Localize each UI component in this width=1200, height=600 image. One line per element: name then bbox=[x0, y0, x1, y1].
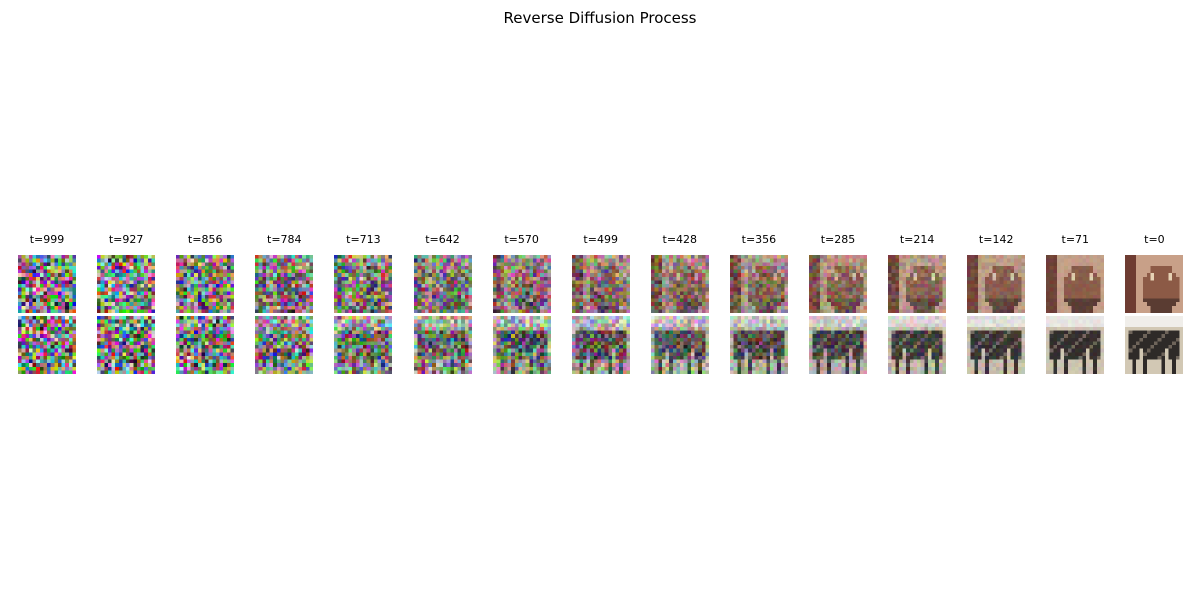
sample-2-step-3-image bbox=[176, 316, 235, 374]
timestep-label: t=784 bbox=[267, 233, 302, 246]
timestep-label: t=999 bbox=[29, 233, 65, 246]
sample-1-step-4-image bbox=[255, 255, 314, 313]
sample-2-step-13-image bbox=[967, 316, 1026, 374]
timestep-label: t=0 bbox=[1144, 233, 1165, 246]
sample-1-step-15-image bbox=[1125, 255, 1184, 313]
timestep-label: t=428 bbox=[662, 233, 698, 246]
timestep-column: t=570 bbox=[492, 233, 551, 374]
sample-1-step-9-image bbox=[650, 255, 709, 313]
sample-1-step-1-image bbox=[18, 255, 76, 313]
sample-2-step-9-image bbox=[650, 316, 709, 374]
sample-2-step-12-image bbox=[888, 316, 947, 374]
timestep-column: t=428 bbox=[650, 233, 709, 374]
timestep-column: t=356 bbox=[729, 233, 788, 374]
sample-1-step-8-image bbox=[571, 255, 630, 313]
sample-2-step-1-image bbox=[18, 316, 76, 374]
figure-title: Reverse Diffusion Process bbox=[503, 9, 697, 27]
timestep-column: t=856 bbox=[176, 233, 235, 374]
sample-1-step-5-image bbox=[334, 255, 393, 313]
timestep-column: t=642 bbox=[413, 233, 472, 374]
timestep-label: t=927 bbox=[108, 233, 144, 246]
timestep-column: t=285 bbox=[809, 233, 867, 374]
timestep-label: t=856 bbox=[187, 233, 223, 246]
sample-1-step-6-image bbox=[413, 255, 472, 313]
sample-2-step-11-image bbox=[809, 316, 867, 374]
sample-1-step-7-image bbox=[492, 255, 551, 313]
timestep-column: t=71 bbox=[1046, 233, 1105, 374]
timestep-column: t=0 bbox=[1125, 233, 1184, 374]
timestep-label: t=142 bbox=[978, 233, 1014, 246]
sample-1-step-11-image bbox=[809, 255, 867, 313]
timestep-label: t=713 bbox=[346, 233, 381, 246]
sample-2-step-7-image bbox=[492, 316, 551, 374]
sample-1-step-3-image bbox=[176, 255, 235, 313]
sample-1-step-14-image bbox=[1046, 255, 1105, 313]
sample-2-step-15-image bbox=[1125, 316, 1184, 374]
timestep-column: t=713 bbox=[334, 233, 393, 374]
timestep-label: t=214 bbox=[899, 233, 935, 246]
timestep-label: t=499 bbox=[583, 233, 618, 246]
sample-2-step-10-image bbox=[729, 316, 788, 374]
sample-2-step-6-image bbox=[413, 316, 472, 374]
timestep-column: t=142 bbox=[967, 233, 1026, 374]
timestep-label: t=285 bbox=[820, 233, 856, 246]
timestep-column: t=214 bbox=[888, 233, 947, 374]
sample-2-step-4-image bbox=[255, 316, 314, 374]
timestep-column: t=499 bbox=[571, 233, 630, 374]
timestep-column: t=999 bbox=[18, 233, 76, 374]
sample-2-step-5-image bbox=[334, 316, 393, 374]
sample-1-step-13-image bbox=[967, 255, 1026, 313]
timestep-column: t=784 bbox=[255, 233, 314, 374]
sample-2-step-8-image bbox=[571, 316, 630, 374]
sample-2-step-14-image bbox=[1046, 316, 1105, 374]
timestep-label: t=570 bbox=[504, 233, 539, 246]
sample-1-step-2-image bbox=[97, 255, 156, 313]
sample-1-step-12-image bbox=[888, 255, 947, 313]
timestep-column: t=927 bbox=[97, 233, 156, 374]
sample-1-step-10-image bbox=[729, 255, 788, 313]
timestep-label: t=642 bbox=[425, 233, 460, 246]
sample-2-step-2-image bbox=[97, 316, 156, 374]
timestep-label: t=356 bbox=[741, 233, 777, 246]
timestep-label: t=71 bbox=[1061, 233, 1090, 246]
